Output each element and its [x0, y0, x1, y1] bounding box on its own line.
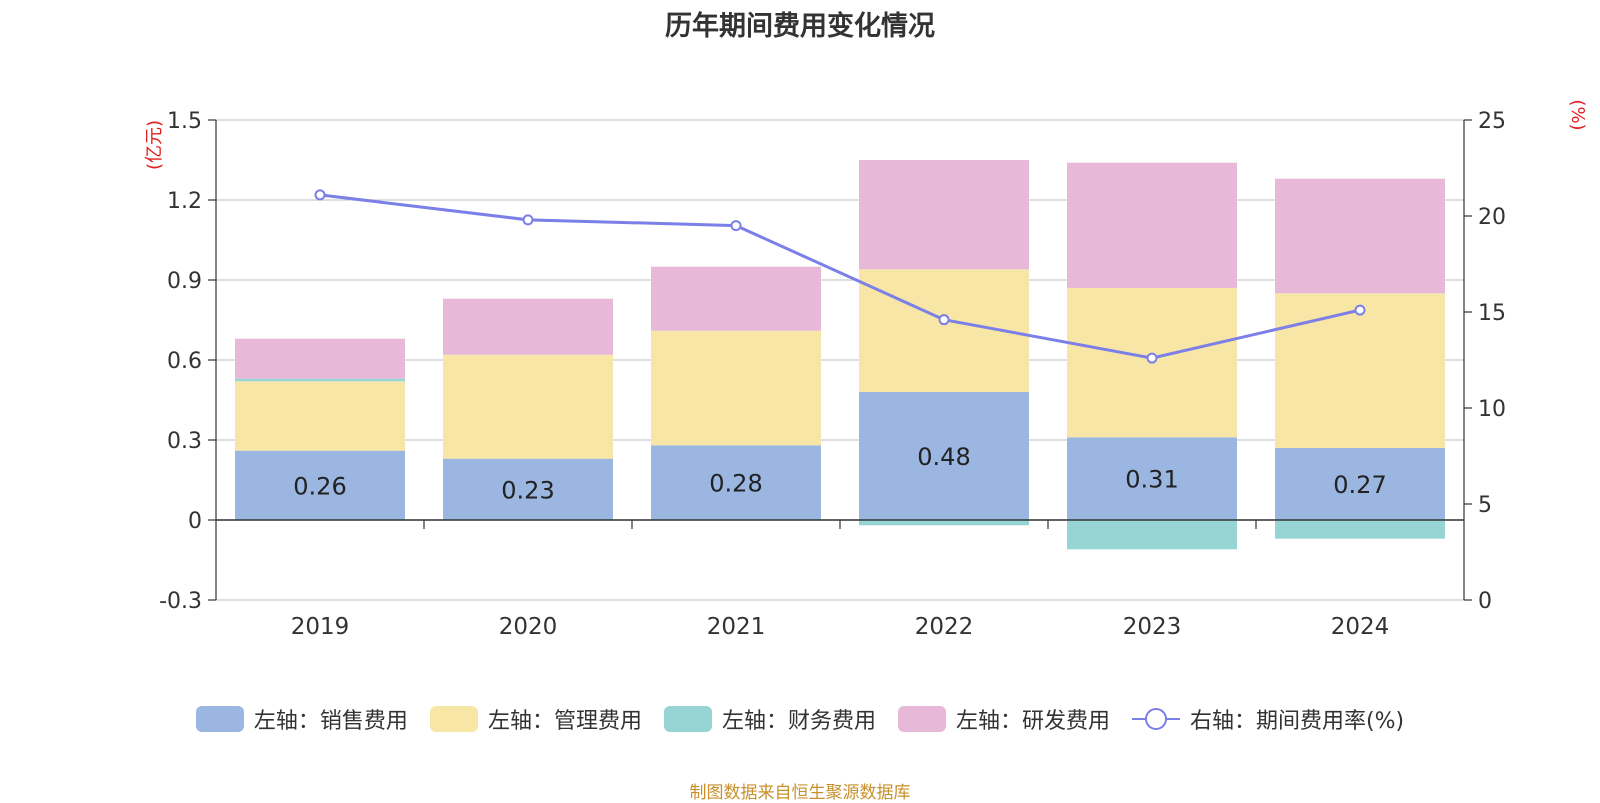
rate-point-2023 [1146, 352, 1158, 364]
data-label-sales-2021: 0.28 [709, 470, 762, 498]
legend-label-finance: 左轴：财务费用 [721, 709, 876, 734]
x-tick-label: 2023 [1123, 614, 1182, 640]
right-tick-label: 5 [1478, 493, 1492, 518]
rate-line [319, 193, 1361, 360]
rate-point-2024 [1354, 304, 1366, 316]
legend-swatch-rnd [897, 706, 946, 732]
legend-item-sales[interactable]: 左轴：销售费用 [195, 703, 408, 735]
bar-sales-2022 [859, 392, 1029, 520]
right-axis-unit-label: (%) [1567, 99, 1588, 130]
x-tick-label: 2022 [915, 614, 974, 640]
legend-label-admin: 左轴：管理费用 [487, 709, 642, 734]
data-label-sales-2023: 0.31 [1125, 466, 1178, 494]
left-tick-label: 1.5 [167, 109, 202, 134]
bar-rnd-2020 [443, 298, 613, 355]
legend-item-admin[interactable]: 左轴：管理费用 [429, 703, 642, 735]
left-axis-unit-label: (亿元) [144, 120, 165, 170]
left-tick-label: 1.2 [167, 189, 202, 214]
source-footer: 制图数据来自恒生聚源数据库 [689, 783, 911, 803]
right-tick-label: 0 [1478, 589, 1492, 614]
legend-label-rnd: 左轴：研发费用 [955, 709, 1110, 734]
legend-item-rate[interactable]: 右轴：期间费用率(%) [1131, 703, 1405, 735]
bar-rnd-2024 [1275, 178, 1445, 294]
bar-admin-2020 [443, 354, 613, 459]
legend-item-rnd[interactable]: 左轴：研发费用 [897, 703, 1110, 735]
bar-sales-2023 [1067, 437, 1237, 520]
legend-label-sales: 左轴：销售费用 [253, 709, 408, 734]
left-tick-label: 0 [188, 509, 202, 534]
bar-sales-2024 [1275, 448, 1445, 520]
legend-swatch-admin [429, 706, 478, 732]
legend-swatch-sales [195, 706, 244, 732]
legend: 左轴：销售费用 左轴：管理费用 左轴：财务费用 左轴：研发费用 右轴：期间费用率… [0, 703, 1600, 735]
bar-finance-2024 [1275, 520, 1445, 539]
data-label-sales-2022: 0.48 [917, 443, 970, 471]
bar-rnd-2023 [1067, 162, 1237, 288]
x-tick-label: 2024 [1331, 614, 1390, 640]
right-tick-label: 10 [1478, 397, 1506, 422]
chart-title: 历年期间费用变化情况 [665, 11, 935, 42]
rate-point-2021 [730, 220, 742, 232]
x-tick-label: 2021 [707, 614, 766, 640]
legend-item-finance[interactable]: 左轴：财务费用 [663, 703, 876, 735]
left-tick-label: 0.3 [167, 429, 202, 454]
bar-rnd-2022 [859, 160, 1029, 270]
right-tick-label: 20 [1478, 205, 1506, 230]
x-tick-label: 2020 [499, 614, 558, 640]
legend-label-rate: 右轴：期间费用率(%) [1189, 709, 1405, 734]
bar-finance-2023 [1067, 520, 1237, 550]
rate-point-2022 [938, 314, 950, 326]
rate-point-2019 [314, 189, 326, 201]
legend-swatch-finance [663, 706, 712, 732]
bar-sales-2021 [651, 445, 821, 520]
data-label-sales-2020: 0.23 [501, 476, 554, 504]
bar-finance-2022 [859, 520, 1029, 526]
x-tick-label: 2019 [291, 614, 350, 640]
rate-point-2020 [522, 214, 534, 226]
left-tick-label: 0.6 [167, 349, 202, 374]
bar-admin-2021 [651, 330, 821, 446]
bar-rnd-2019 [235, 338, 405, 379]
data-label-sales-2019: 0.26 [293, 472, 346, 500]
bar-rnd-2021 [651, 266, 821, 331]
bar-admin-2019 [235, 381, 405, 451]
left-tick-label: 0.9 [167, 269, 202, 294]
left-tick-label: -0.3 [159, 589, 202, 614]
right-tick-label: 15 [1478, 301, 1506, 326]
bar-finance-2019 [235, 378, 405, 382]
legend-line-circle-icon [1131, 708, 1180, 730]
bar-sales-2020 [443, 458, 613, 520]
data-label-sales-2024: 0.27 [1333, 471, 1386, 499]
right-tick-label: 25 [1478, 109, 1506, 134]
bar-admin-2024 [1275, 293, 1445, 448]
bar-sales-2019 [235, 450, 405, 520]
